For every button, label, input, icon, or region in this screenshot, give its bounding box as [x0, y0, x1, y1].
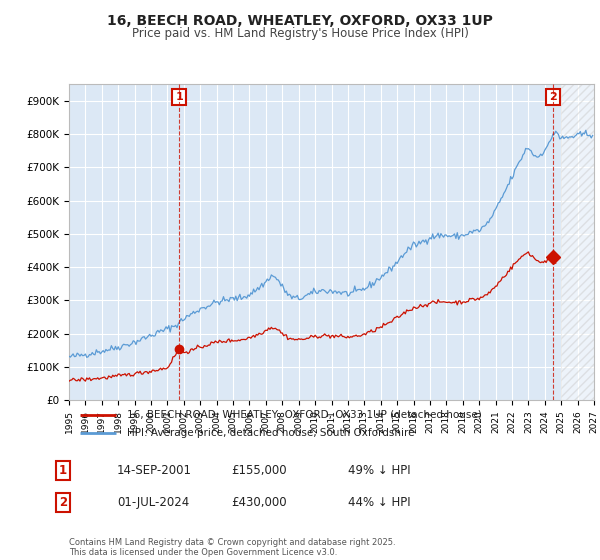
Text: £155,000: £155,000	[231, 464, 287, 477]
Text: Price paid vs. HM Land Registry's House Price Index (HPI): Price paid vs. HM Land Registry's House …	[131, 27, 469, 40]
Text: HPI: Average price, detached house, South Oxfordshire: HPI: Average price, detached house, Sout…	[127, 428, 414, 438]
Text: 44% ↓ HPI: 44% ↓ HPI	[348, 496, 410, 509]
Text: 2: 2	[59, 496, 67, 509]
Text: £430,000: £430,000	[231, 496, 287, 509]
Text: 1: 1	[175, 92, 183, 102]
Bar	[561, 84, 594, 400]
Text: 2: 2	[549, 92, 557, 102]
Text: 16, BEECH ROAD, WHEATLEY, OXFORD, OX33 1UP (detached house): 16, BEECH ROAD, WHEATLEY, OXFORD, OX33 1…	[127, 410, 482, 420]
Text: 14-SEP-2001: 14-SEP-2001	[117, 464, 192, 477]
Text: 16, BEECH ROAD, WHEATLEY, OXFORD, OX33 1UP: 16, BEECH ROAD, WHEATLEY, OXFORD, OX33 1…	[107, 14, 493, 28]
Text: 49% ↓ HPI: 49% ↓ HPI	[348, 464, 410, 477]
Text: 01-JUL-2024: 01-JUL-2024	[117, 496, 189, 509]
Text: Contains HM Land Registry data © Crown copyright and database right 2025.
This d: Contains HM Land Registry data © Crown c…	[69, 538, 395, 557]
Text: 1: 1	[59, 464, 67, 477]
